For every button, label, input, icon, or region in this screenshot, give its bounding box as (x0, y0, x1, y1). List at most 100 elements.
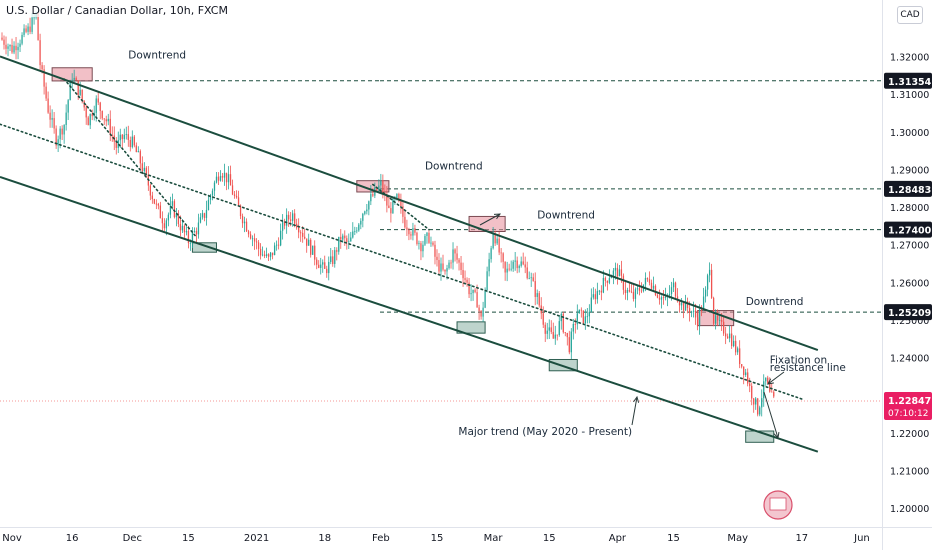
x-tick-label: 15 (431, 533, 444, 544)
candle-body (3, 39, 5, 45)
candle-body (205, 209, 208, 218)
x-tick-label: Jun (853, 533, 870, 544)
candle-body (430, 242, 432, 244)
candle-body (33, 17, 35, 19)
candle-body (516, 260, 518, 269)
candle-body (624, 289, 627, 293)
candle-body (572, 323, 574, 332)
candle-body (745, 372, 747, 375)
candle-body (488, 259, 490, 272)
candle-body (97, 98, 99, 103)
candle-body (546, 330, 548, 334)
candle-body (753, 398, 755, 405)
candle-body (644, 277, 647, 285)
candle-body (620, 269, 623, 276)
candle-body (460, 262, 462, 271)
candle-body (616, 267, 619, 277)
candle-body (684, 301, 687, 311)
candle-body (743, 366, 745, 375)
candle-body (686, 301, 689, 308)
candle-body (257, 242, 260, 249)
annotation-text: Downtrend (425, 160, 483, 172)
time-axis[interactable]: Nov 16 Dec 15 2021 18 Feb 15 Mar 15 Apr 15 May 17 Jun (0, 527, 932, 545)
candle-body (670, 287, 673, 295)
price-axis[interactable]: 1.32000 1.31000 1.30000 1.29000 1.28000 1.270… (882, 0, 932, 550)
candle-body (143, 167, 145, 172)
candle-body (348, 241, 350, 243)
candle-body (203, 213, 206, 218)
candle-body (302, 232, 304, 237)
candle-body (167, 214, 170, 221)
dotted-trend-line (372, 183, 430, 231)
candle-body (434, 244, 436, 257)
candle-body (338, 236, 340, 252)
candle-body (59, 128, 61, 140)
candle-body (578, 309, 580, 314)
candle-body (508, 268, 510, 270)
candle-body (195, 230, 198, 235)
candle-body (560, 313, 562, 322)
candle-body (765, 377, 767, 382)
candle-body (580, 309, 582, 311)
candle-body (660, 297, 663, 300)
candle-body (422, 244, 424, 252)
candle-body (199, 217, 202, 223)
candle-body (43, 69, 45, 87)
y-tick-label: 1.21000 (890, 467, 929, 478)
candle-body (165, 220, 168, 229)
candle-body (219, 175, 222, 181)
y-tick-label: 1.31000 (890, 90, 929, 101)
candle-body (682, 302, 685, 311)
candle-body (761, 398, 763, 408)
candle-body (55, 128, 57, 146)
candle-body (702, 296, 705, 311)
logo-box (769, 497, 787, 511)
candle-body (241, 216, 244, 224)
candle-body (735, 340, 737, 353)
candle-body (13, 45, 15, 53)
candle-body (25, 28, 27, 32)
candle-body (61, 128, 63, 135)
candle-body (520, 261, 522, 266)
current-price-label: 1.22847 (888, 396, 931, 407)
candle-body (628, 290, 631, 292)
candle-body (688, 307, 691, 313)
logo-icon (761, 484, 797, 524)
candle-body (209, 195, 212, 200)
candle-body (636, 288, 639, 290)
candle-body (81, 89, 83, 101)
candle-body (237, 197, 240, 206)
candle-body (622, 275, 625, 290)
candle-body (51, 118, 53, 120)
x-tick-label: Mar (484, 533, 504, 544)
candle-body (149, 185, 151, 196)
candle-body (161, 218, 164, 224)
candle-body (245, 221, 248, 232)
candle-body (360, 220, 362, 225)
candle-body (696, 317, 699, 327)
candle-body (141, 163, 143, 172)
major-trend-arrow-head (633, 395, 640, 403)
candle-body (314, 245, 316, 260)
candle-body (568, 337, 570, 353)
candle-body (318, 264, 320, 268)
candle-body (159, 205, 162, 219)
candle-body (558, 321, 560, 335)
candle-body (189, 243, 192, 244)
candle-body (191, 232, 194, 244)
candle-body (668, 294, 671, 296)
candle-body (466, 279, 468, 283)
currency-button[interactable]: CAD (897, 6, 923, 24)
candle-body (288, 214, 290, 220)
candle-body (510, 268, 512, 270)
candle-body (57, 139, 59, 146)
candle-body (512, 261, 514, 269)
candle-body (596, 291, 599, 300)
candle-body (731, 333, 733, 347)
candle-body (590, 297, 592, 312)
candle-body (211, 190, 214, 196)
candle-body (53, 118, 55, 129)
candle-body (584, 316, 586, 324)
candle-body (763, 381, 765, 399)
